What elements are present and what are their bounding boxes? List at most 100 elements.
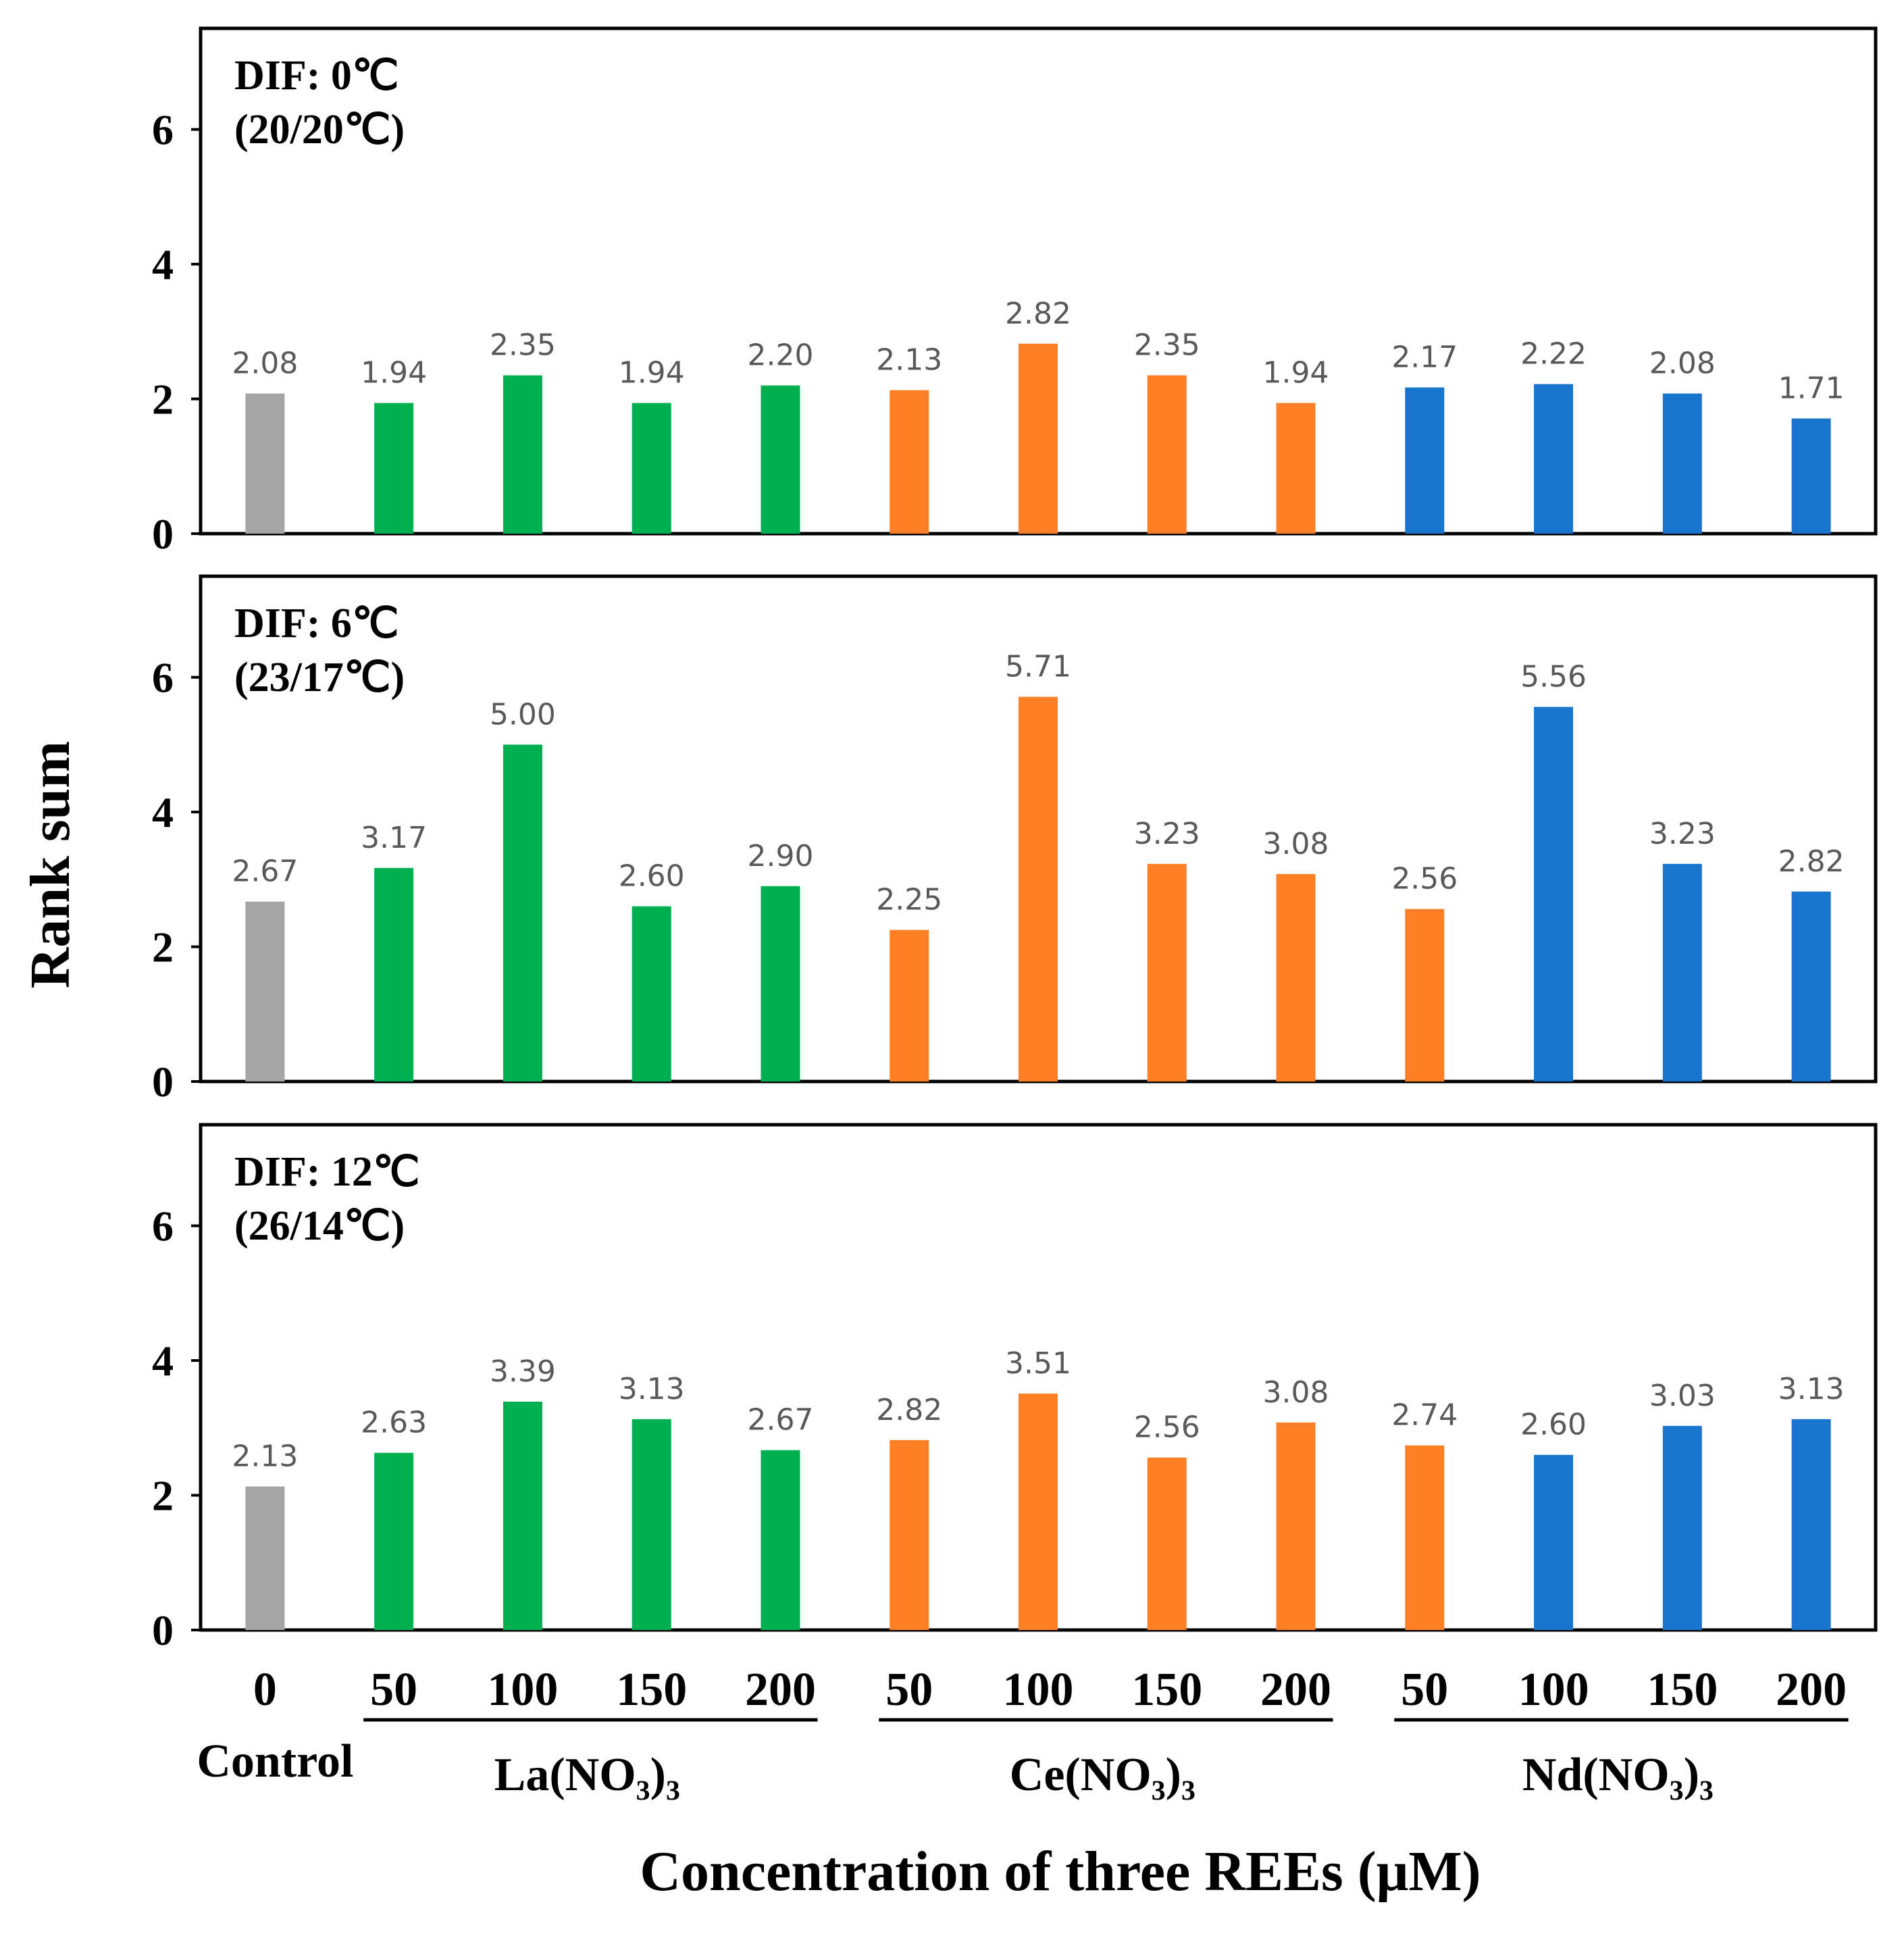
bar — [1662, 1425, 1702, 1630]
bar-value-label: 2.35 — [1134, 328, 1200, 363]
bar — [632, 403, 671, 534]
bar — [1791, 1419, 1831, 1630]
bar — [890, 390, 929, 534]
bar — [1534, 384, 1574, 534]
bar-value-label: 2.56 — [1134, 1410, 1200, 1445]
bar-value-label: 3.23 — [1649, 817, 1716, 851]
bar — [245, 393, 285, 534]
x-tick-label: 100 — [1003, 1664, 1074, 1716]
bar-value-label: 2.67 — [747, 1403, 813, 1437]
y-tick-label: 0 — [152, 1606, 174, 1654]
x-tick-label: 200 — [1260, 1664, 1331, 1716]
panel-label-temps: (20/20℃) — [234, 107, 405, 153]
bar-value-label: 2.90 — [747, 839, 813, 873]
y-tick-label: 0 — [152, 510, 174, 558]
bar — [1405, 1445, 1445, 1630]
bar-value-label: 5.71 — [1005, 650, 1071, 684]
bar — [1147, 863, 1187, 1081]
y-tick-label: 2 — [152, 1472, 174, 1520]
bar — [1147, 1457, 1187, 1630]
x-tick-label: 200 — [745, 1664, 816, 1716]
bar — [1534, 707, 1574, 1081]
panel-2: 0 2 4 6 2.67 3.17 5.00 2.60 2.90 2.25 5.71 3.23 3.08… — [152, 574, 1878, 1106]
bar — [374, 403, 414, 534]
bar-value-label: 3.08 — [1263, 827, 1329, 861]
y-tick-label: 2 — [152, 376, 174, 424]
bar — [1534, 1454, 1574, 1630]
bar-value-label: 1.94 — [619, 356, 685, 390]
bar — [1276, 1422, 1316, 1630]
bar — [374, 867, 414, 1081]
bar — [1276, 403, 1316, 534]
bar-value-label: 3.51 — [1005, 1346, 1071, 1381]
group-label: La(NO₃)₃ — [494, 1749, 680, 1801]
bar — [761, 1450, 800, 1630]
bar-value-label: 2.82 — [1778, 844, 1845, 879]
bar-value-label: 3.17 — [361, 821, 427, 855]
y-tick-label: 6 — [152, 1202, 174, 1250]
y-tick-label: 0 — [152, 1058, 174, 1106]
bar — [1276, 873, 1316, 1081]
bar-value-label: 2.60 — [619, 859, 685, 894]
x-axis-title: Concentration of three REEs (μM) — [640, 1840, 1481, 1903]
y-tick-label: 2 — [152, 923, 174, 971]
bar — [1019, 343, 1058, 534]
x-tick-label: 100 — [1518, 1664, 1589, 1716]
x-tick-label: 50 — [1401, 1664, 1448, 1716]
bar — [1405, 909, 1445, 1081]
bar — [632, 1419, 671, 1630]
x-axis-group: 0 50 100 150 200 50 100 150 200 50 100 150 200 Contro… — [197, 1664, 1849, 1801]
bar-value-label: 3.39 — [490, 1354, 556, 1389]
bar — [890, 930, 929, 1081]
bar-value-label: 2.56 — [1391, 862, 1458, 896]
bar-value-label: 3.13 — [619, 1372, 685, 1406]
x-tick-label: 150 — [1131, 1664, 1202, 1716]
bar-value-label: 1.71 — [1778, 371, 1845, 405]
bar-value-label: 3.13 — [1778, 1372, 1845, 1406]
bar-value-label: 3.03 — [1649, 1379, 1716, 1413]
y-tick-label: 6 — [152, 654, 174, 702]
bar — [632, 906, 671, 1081]
bar-value-label: 2.08 — [232, 347, 298, 381]
bar-value-label: 1.94 — [1263, 356, 1329, 390]
bar-value-label: 2.82 — [876, 1393, 942, 1427]
panel-label-temps: (23/17℃) — [234, 655, 405, 701]
bar-value-label: 2.22 — [1520, 337, 1587, 372]
bar — [1662, 393, 1702, 534]
panel-label-dif: DIF: 6℃ — [234, 601, 399, 646]
bar-value-label: 2.67 — [232, 855, 298, 889]
bar — [503, 1401, 542, 1630]
bar — [1019, 696, 1058, 1081]
panel-3: 0 2 4 6 2.13 2.63 3.39 3.13 2.67 2.82 3.51 2.56 3.08… — [152, 1123, 1878, 1654]
x-tick-label: 100 — [487, 1664, 558, 1716]
bar — [761, 886, 800, 1081]
bar-value-label: 3.08 — [1263, 1375, 1329, 1410]
bar-value-label: 2.17 — [1391, 340, 1458, 375]
bar-value-label: 2.82 — [1005, 297, 1071, 331]
bar-value-label: 2.25 — [876, 883, 942, 917]
panel-label-temps: (26/14℃) — [234, 1203, 405, 1249]
panels-group: 0 2 4 6 2.08 1.94 2.35 1.94 2.20 2.13 2.82 2.35 1.94… — [152, 26, 1878, 1654]
bar-value-label: 2.20 — [747, 338, 813, 373]
group-label: Nd(NO₃)₃ — [1522, 1749, 1714, 1801]
panel-1: 0 2 4 6 2.08 1.94 2.35 1.94 2.20 2.13 2.82 2.35 1.94… — [152, 26, 1878, 558]
bar-value-label: 2.60 — [1520, 1408, 1587, 1442]
bar — [1147, 375, 1187, 534]
x-tick-label: 200 — [1776, 1664, 1847, 1716]
bar-value-label: 5.56 — [1520, 659, 1587, 694]
bar-value-label: 1.94 — [361, 356, 427, 390]
bar — [1019, 1393, 1058, 1630]
bar — [374, 1452, 414, 1630]
panel-label-dif: DIF: 0℃ — [234, 53, 399, 99]
x-tick-label: 50 — [885, 1664, 933, 1716]
bar-value-label: 2.35 — [490, 328, 556, 363]
y-tick-label: 4 — [152, 1337, 174, 1385]
bar — [245, 1486, 285, 1630]
bar-value-label: 2.13 — [232, 1440, 298, 1474]
bar-value-label: 3.23 — [1134, 817, 1200, 851]
group-label: Control — [197, 1735, 353, 1787]
bar-value-label: 2.13 — [876, 343, 942, 378]
y-tick-label: 4 — [152, 788, 174, 836]
y-tick-label: 6 — [152, 106, 174, 154]
